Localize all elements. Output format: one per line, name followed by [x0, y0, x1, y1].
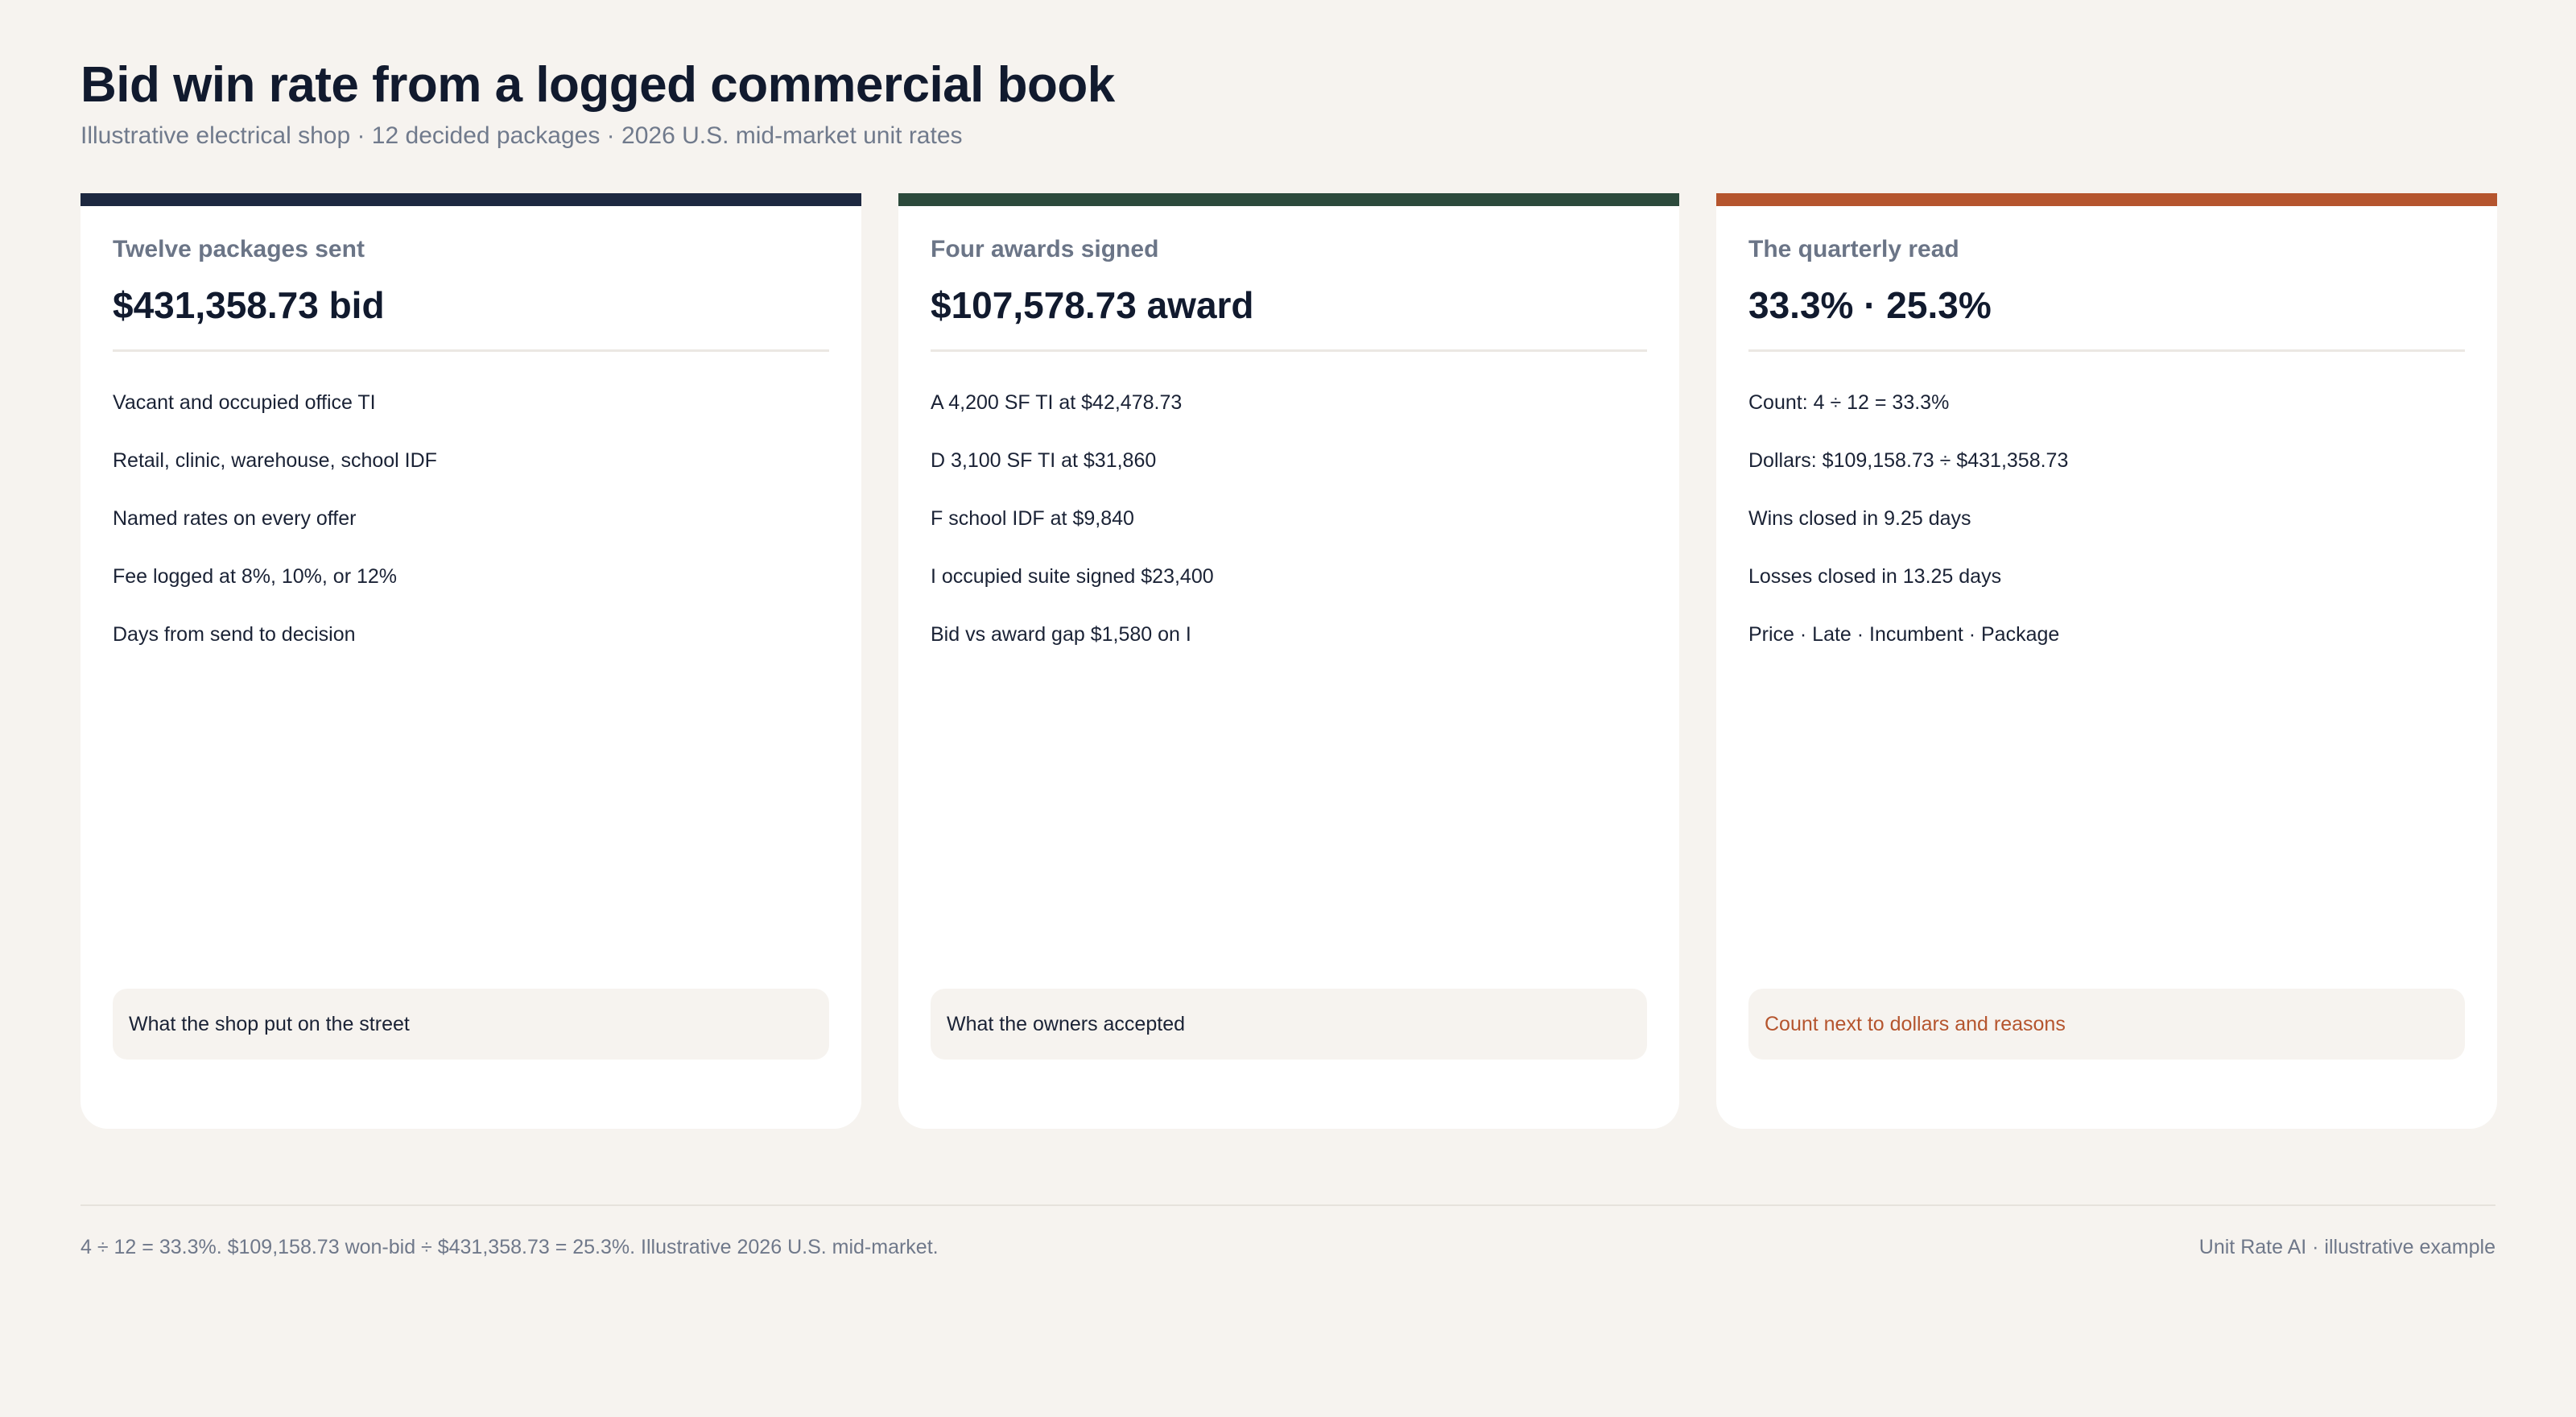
card-footer-callout: What the owners accepted — [931, 989, 1647, 1060]
card-accent-bar — [1716, 193, 2497, 206]
card-item-list: Count: 4 ÷ 12 = 33.3% Dollars: $109,158.… — [1748, 390, 2465, 680]
card-footer-text: What the shop put on the street — [129, 1013, 410, 1035]
list-item: Bid vs award gap $1,580 on I — [931, 623, 1191, 646]
list-item: Price · Late · Incumbent · Package — [1748, 623, 2060, 646]
card-accent-bar — [80, 193, 861, 206]
card-label: Four awards signed — [931, 236, 1159, 262]
list-item: Vacant and occupied office TI — [113, 391, 376, 414]
card-row: Twelve packages sent $431,358.73 bid Vac… — [80, 193, 2497, 1129]
footer-note: 4 ÷ 12 = 33.3%. $109,158.73 won-bid ÷ $4… — [80, 1236, 939, 1258]
footer-credit: Unit Rate AI · illustrative example — [2198, 1236, 2496, 1258]
card-footer-text: What the owners accepted — [947, 1013, 1185, 1035]
card-label: Twelve packages sent — [113, 236, 365, 262]
card-awards-signed: Four awards signed $107,578.73 award A 4… — [898, 193, 1679, 1129]
card-item-list: Vacant and occupied office TI Retail, cl… — [113, 390, 829, 680]
page-title: Bid win rate from a logged commercial bo… — [80, 57, 1115, 113]
list-item: I occupied suite signed $23,400 — [931, 565, 1214, 588]
list-item: Named rates on every offer — [113, 507, 357, 530]
list-item: Losses closed in 13.25 days — [1748, 565, 2002, 588]
card-label: The quarterly read — [1748, 236, 1959, 262]
card-headline: $107,578.73 award — [931, 284, 1254, 326]
list-item: Count: 4 ÷ 12 = 33.3% — [1748, 391, 1950, 414]
list-item: F school IDF at $9,840 — [931, 507, 1134, 530]
card-item-list: A 4,200 SF TI at $42,478.73 D 3,100 SF T… — [931, 390, 1647, 680]
list-item: Days from send to decision — [113, 623, 356, 646]
card-divider — [113, 349, 829, 352]
list-item: Wins closed in 9.25 days — [1748, 507, 1971, 530]
card-quarterly-read: The quarterly read 33.3% · 25.3% Count: … — [1716, 193, 2497, 1129]
card-headline: 33.3% · 25.3% — [1748, 284, 1992, 326]
card-footer-callout: What the shop put on the street — [113, 989, 829, 1060]
card-headline: $431,358.73 bid — [113, 284, 385, 326]
card-divider — [931, 349, 1647, 352]
card-accent-bar — [898, 193, 1679, 206]
list-item: D 3,100 SF TI at $31,860 — [931, 449, 1157, 472]
list-item: Fee logged at 8%, 10%, or 12% — [113, 565, 398, 588]
card-footer-callout: Count next to dollars and reasons — [1748, 989, 2465, 1060]
footer-divider — [80, 1204, 2496, 1206]
card-packages-sent: Twelve packages sent $431,358.73 bid Vac… — [80, 193, 861, 1129]
page-subtitle: Illustrative electrical shop · 12 decide… — [80, 122, 963, 149]
list-item: Dollars: $109,158.73 ÷ $431,358.73 — [1748, 449, 2069, 472]
card-footer-text: Count next to dollars and reasons — [1765, 1013, 2066, 1035]
page: Bid win rate from a logged commercial bo… — [80, 0, 2497, 1417]
card-divider — [1748, 349, 2465, 352]
list-item: Retail, clinic, warehouse, school IDF — [113, 449, 437, 472]
list-item: A 4,200 SF TI at $42,478.73 — [931, 391, 1183, 414]
